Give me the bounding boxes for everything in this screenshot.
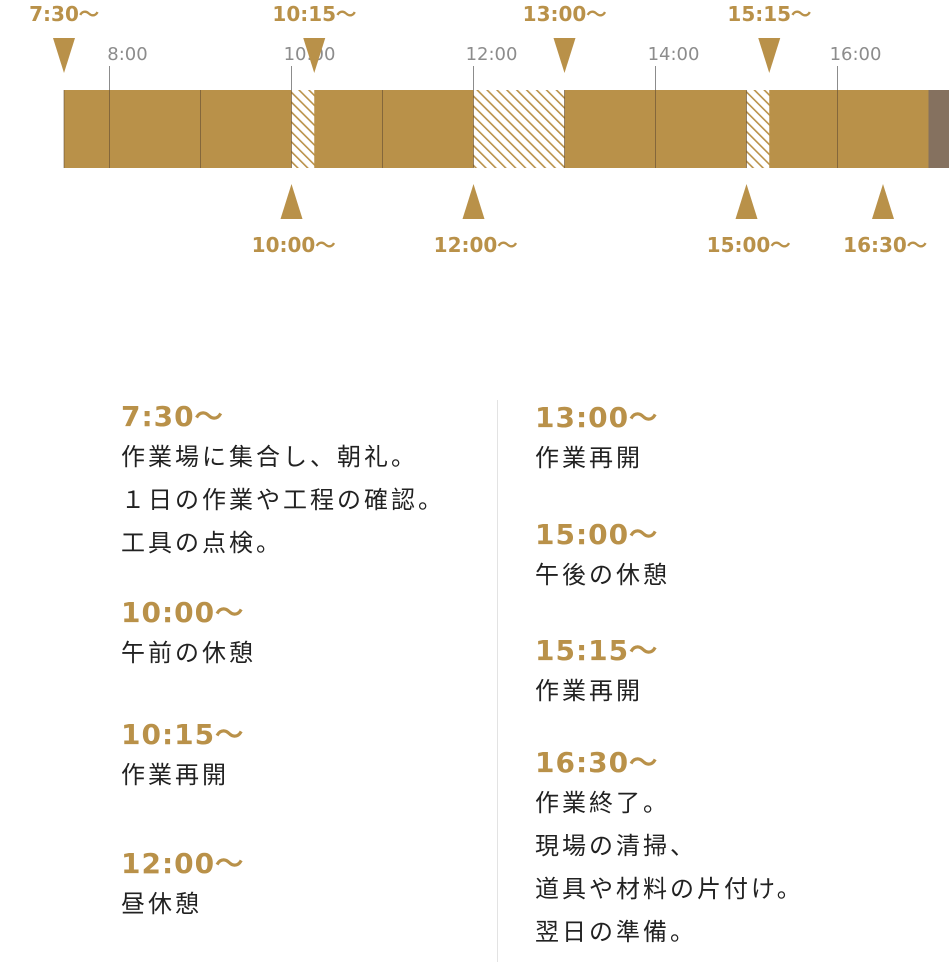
- marker-time-label: 10:00〜: [252, 233, 336, 257]
- schedule-entry: 15:15〜 作業再開: [535, 634, 658, 713]
- marker-time-label: 13:00〜: [523, 2, 607, 26]
- description-line: 工具の点検。: [121, 529, 283, 557]
- entry-description: 作業再開: [535, 437, 658, 480]
- schedule-entry: 16:30〜 作業終了。 現場の清掃、 道具や材料の片付け。 翌日の準備。: [535, 746, 804, 954]
- break-segment: [291, 90, 315, 168]
- break-segment: [746, 90, 770, 168]
- description-line: 作業再開: [535, 444, 643, 472]
- start-marker: [303, 38, 326, 73]
- entry-time: 15:00〜: [535, 518, 659, 551]
- description-line: 午前の休憩: [121, 639, 256, 667]
- timeline-diagram: 残業 8:0010:0012:0014:0016:007:30〜10:15〜13…: [29, 2, 949, 257]
- description-line: 作業再開: [121, 761, 229, 789]
- break-marker: [735, 184, 758, 219]
- schedule-entry: 12:00〜 昼休憩: [121, 847, 244, 926]
- marker-time-label: 15:00〜: [707, 233, 791, 257]
- entry-time: 15:15〜: [535, 634, 659, 667]
- entry-description: 作業再開: [121, 754, 244, 797]
- entry-time: 7:30〜: [121, 400, 224, 433]
- entry-time: 10:00〜: [121, 596, 245, 629]
- schedule-section: 7:30〜 作業場に集合し、朝礼。 １日の作業や工程の確認。 工具の点検。 10…: [0, 400, 949, 962]
- description-line: 午後の休憩: [535, 561, 670, 589]
- start-marker: [553, 38, 576, 73]
- hour-tick-label: 8:00: [107, 44, 147, 65]
- entry-description: 昼休憩: [121, 883, 244, 926]
- description-line: 道具や材料の片付け。: [535, 875, 804, 903]
- entry-description: 作業終了。 現場の清掃、 道具や材料の片付け。 翌日の準備。: [535, 782, 804, 954]
- description-line: 作業終了。: [535, 789, 670, 817]
- start-marker: [758, 38, 781, 73]
- break-marker: [280, 184, 303, 219]
- marker-time-label: 16:30〜: [843, 233, 927, 257]
- marker-time-label: 15:15〜: [727, 2, 811, 26]
- entry-description: 作業場に集合し、朝礼。 １日の作業や工程の確認。 工具の点検。: [121, 436, 445, 565]
- overtime-block: [928, 90, 949, 168]
- schedule-entry: 13:00〜 作業再開: [535, 401, 658, 480]
- entry-description: 午後の休憩: [535, 554, 670, 597]
- hour-tick-label: 14:00: [648, 44, 700, 65]
- entry-time: 12:00〜: [121, 847, 245, 880]
- schedule-entry: 7:30〜 作業場に集合し、朝礼。 １日の作業や工程の確認。 工具の点検。: [121, 400, 445, 565]
- description-line: 作業場に集合し、朝礼。: [121, 443, 418, 471]
- marker-time-label: 12:00〜: [434, 233, 518, 257]
- description-line: 作業再開: [535, 677, 643, 705]
- break-segment: [473, 90, 565, 168]
- start-marker: [53, 38, 75, 73]
- schedule-entry: 10:00〜 午前の休憩: [121, 596, 256, 675]
- hour-tick-label: 12:00: [466, 44, 518, 65]
- description-line: 現場の清掃、: [535, 832, 697, 860]
- entry-description: 作業再開: [535, 670, 658, 713]
- schedule-entry: 10:15〜 作業再開: [121, 718, 244, 797]
- entry-description: 午前の休憩: [121, 632, 256, 675]
- hour-tick-label: 16:00: [830, 44, 882, 65]
- marker-time-label: 10:15〜: [272, 2, 356, 26]
- schedule-entry: 15:00〜 午後の休憩: [535, 518, 670, 597]
- entry-time: 16:30〜: [535, 746, 659, 779]
- description-line: 翌日の準備。: [535, 918, 697, 946]
- description-line: 昼休憩: [121, 890, 202, 918]
- column-divider: [497, 400, 498, 962]
- marker-time-label: 7:30〜: [29, 2, 99, 26]
- entry-time: 13:00〜: [535, 401, 659, 434]
- break-marker: [872, 184, 894, 219]
- description-line: １日の作業や工程の確認。: [121, 486, 445, 514]
- entry-time: 10:15〜: [121, 718, 245, 751]
- break-marker: [462, 184, 485, 219]
